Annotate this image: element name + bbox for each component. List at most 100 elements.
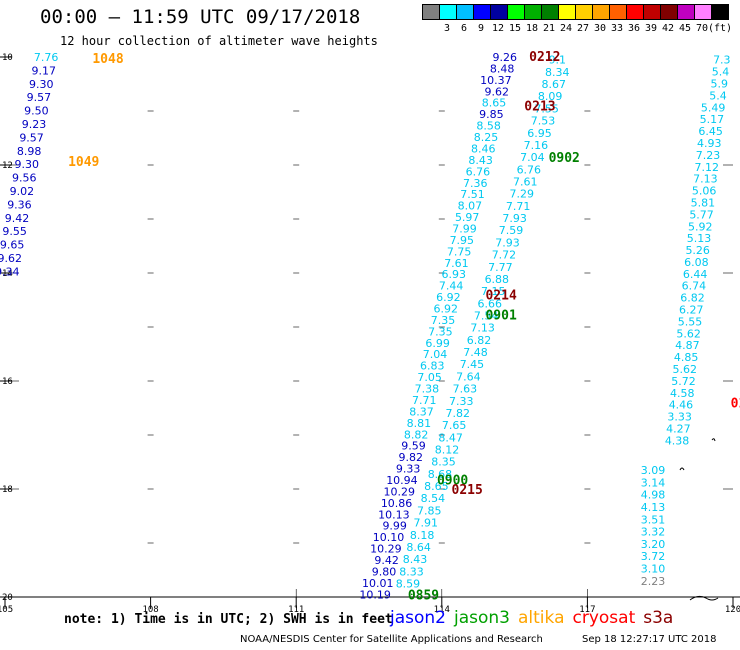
wave-height-value: 5.55 (678, 315, 703, 328)
pass-time-label: 0214 (485, 289, 516, 304)
wave-height-value: 9.23 (22, 118, 47, 131)
wave-height-value: 7.71 (506, 200, 531, 213)
coastline-fragment (689, 595, 719, 601)
color-scale-label: 3 (443, 23, 451, 34)
note-text: note: 1) Time is in UTC; 2) SWH is in fe… (64, 612, 393, 627)
wave-height-value: 7.04 (520, 151, 545, 164)
wave-height-value: 9.85 (479, 108, 504, 121)
pass-time-label: 0900 (437, 473, 468, 488)
wave-height-value: 6.82 (467, 334, 492, 347)
wave-height-value: 9.26 (493, 51, 518, 64)
y-tick-label: 20 (2, 593, 13, 603)
wave-height-value: 8.07 (458, 200, 483, 213)
wave-height-value: 8.59 (396, 578, 421, 591)
wave-height-value: 5.92 (688, 220, 713, 233)
wave-height-value: 8.54 (421, 492, 446, 505)
wave-height-value: 6.44 (683, 268, 708, 281)
wave-height-value: 6.93 (442, 268, 467, 281)
color-scale-label: 30 (593, 23, 607, 34)
y-tick-label: 10 (2, 53, 13, 63)
wave-height-value: 9.62 (0, 252, 22, 265)
wave-height-value: 7.93 (502, 212, 526, 225)
wave-height-value: 5.62 (676, 327, 701, 340)
wave-height-value: 8.58 (476, 120, 501, 133)
wave-height-value: 3.09 (641, 464, 666, 477)
wave-height-value: 8.25 (474, 131, 499, 144)
color-swatch (711, 4, 729, 20)
wave-height-value: 5.9 (710, 77, 728, 90)
wave-height-value: 7.77 (488, 261, 513, 274)
pass-time-label: 0901 (485, 309, 516, 324)
wave-height-value: 7.64 (456, 370, 481, 383)
wave-height-value: 8.68 (428, 468, 453, 481)
credit-text: NOAA/NESDIS Center for Satellite Applica… (240, 634, 543, 645)
wave-height-value: 7.91 (413, 517, 438, 530)
color-scale-label: 24 (559, 23, 573, 34)
wave-height-value: 9.59 (401, 440, 426, 453)
wave-height-value: 7.75 (447, 245, 472, 258)
wave-height-value: 10.86 (381, 497, 413, 510)
wave-height-value: 6.83 (420, 360, 445, 373)
wave-height-value: 3.51 (641, 513, 666, 526)
wave-height-value: 7.35 (428, 325, 453, 338)
wave-height-value: 6.74 (682, 280, 707, 293)
pass-time-label: 0902 (549, 151, 580, 166)
pass-time-label: 0213 (524, 100, 555, 115)
wave-height-value: 7.61 (513, 176, 538, 189)
wave-height-value: 5.4 (712, 66, 730, 79)
wave-height-value: 8.81 (407, 417, 432, 430)
wave-height-value: 8.37 (409, 405, 434, 418)
wave-height-value: 9.55 (2, 225, 27, 238)
wave-height-value: 7.51 (460, 188, 485, 201)
wave-height-value: 6.82 (680, 292, 705, 305)
wave-height-value: 5.17 (700, 113, 725, 126)
x-tick-label: 114 (434, 605, 450, 615)
wave-height-value: 2.23 (641, 575, 666, 588)
wave-height-value: 7.44 (439, 280, 464, 293)
wave-height-value: 8.82 (404, 428, 429, 441)
wave-height-value: 8.12 (435, 444, 460, 457)
wave-height-value: 7.59 (499, 224, 524, 237)
wave-height-value: 7.85 (417, 504, 442, 517)
wave-height-value: 7.13 (470, 322, 495, 335)
wave-height-value: 7.55 (534, 102, 559, 115)
wave-height-value: 7.16 (524, 139, 549, 152)
wave-height-value: 9.42 (374, 554, 399, 567)
wave-height-value: 7.53 (531, 115, 556, 128)
wave-height-value: 5.26 (685, 244, 710, 257)
pass-time-label: 1049 (68, 155, 99, 170)
wave-height-value: 8.43 (403, 553, 428, 566)
wave-height-value: 7.54 (474, 310, 499, 323)
wave-height-value: 7.76 (34, 51, 59, 64)
wave-height-value: 10.13 (378, 508, 410, 521)
wave-height-value: 4.27 (666, 423, 691, 436)
wave-height-value: 7.45 (460, 358, 485, 371)
wave-height-value: 4.58 (670, 387, 695, 400)
wave-height-value: 10.37 (480, 74, 512, 87)
wave-height-value: 3.33 (667, 411, 692, 424)
legend-jason2: jason2 (390, 608, 446, 628)
x-tick-label: 120 (725, 605, 740, 615)
x-tick-label: 111 (288, 605, 304, 615)
wave-height-value: 7.63 (453, 383, 478, 396)
wave-height-value: 8.65 (424, 480, 449, 493)
color-scale-label: 12 (491, 23, 505, 34)
wave-height-value: 5.4 (709, 89, 727, 102)
pass-time-label: 0215 (452, 483, 483, 498)
wave-height-value: 7.38 (415, 383, 440, 396)
wave-height-value: 5.06 (692, 185, 717, 198)
wave-height-value: 5.81 (691, 196, 716, 209)
wave-height-value: 7.71 (412, 394, 437, 407)
color-scale-label: 42 (661, 23, 675, 34)
wave-height-value: 9.17 (31, 64, 56, 77)
wave-height-value: 7.23 (696, 149, 721, 162)
wave-height-value: 3.10 (641, 563, 666, 576)
wave-height-value: 9.65 (0, 239, 24, 252)
color-scale-label: 70 (695, 23, 709, 34)
wave-height-value: 7.95 (450, 234, 475, 247)
y-tick-label: 18 (2, 485, 13, 495)
color-scale-label: 18 (525, 23, 539, 34)
satellite-legend: jason2 jason3 altika cryosat s3a (390, 608, 681, 628)
wave-height-value: 7.35 (431, 314, 456, 327)
